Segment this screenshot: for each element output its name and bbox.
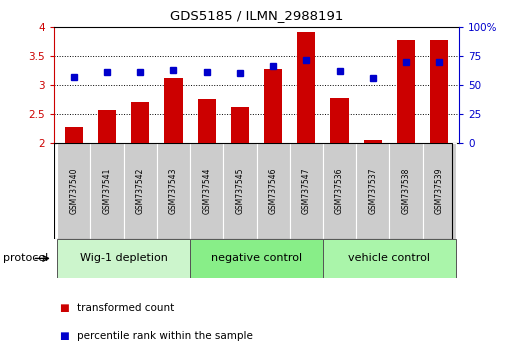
Bar	[290, 143, 323, 239]
Text: ■: ■	[59, 303, 69, 313]
Bar	[256, 143, 290, 239]
Bar	[356, 143, 389, 239]
Bar	[57, 143, 90, 239]
Bar	[198, 99, 216, 143]
Bar	[164, 78, 183, 143]
Bar	[323, 239, 456, 278]
Text: transformed count: transformed count	[77, 303, 174, 313]
Bar	[297, 33, 315, 143]
Text: GSM737537: GSM737537	[368, 168, 377, 215]
Bar	[65, 127, 83, 143]
Bar	[223, 143, 256, 239]
Text: GSM737545: GSM737545	[235, 168, 244, 215]
Bar	[264, 69, 282, 143]
Text: percentile rank within the sample: percentile rank within the sample	[77, 331, 253, 341]
Text: GSM737542: GSM737542	[136, 168, 145, 215]
Text: GSM737547: GSM737547	[302, 168, 311, 215]
Text: GSM737539: GSM737539	[435, 168, 444, 215]
Bar	[364, 141, 382, 143]
Text: GSM737536: GSM737536	[335, 168, 344, 215]
Text: GSM737540: GSM737540	[69, 168, 78, 215]
Bar	[231, 107, 249, 143]
Text: vehicle control: vehicle control	[348, 253, 430, 263]
Bar	[90, 143, 124, 239]
Bar	[330, 98, 349, 143]
Text: GSM737538: GSM737538	[402, 168, 410, 215]
Bar	[190, 239, 323, 278]
Text: GSM737544: GSM737544	[202, 168, 211, 215]
Text: negative control: negative control	[211, 253, 302, 263]
Text: protocol: protocol	[3, 253, 48, 263]
Bar	[157, 143, 190, 239]
Bar	[389, 143, 423, 239]
Text: GDS5185 / ILMN_2988191: GDS5185 / ILMN_2988191	[170, 9, 343, 22]
Bar	[98, 110, 116, 143]
Text: GSM737543: GSM737543	[169, 168, 178, 215]
Bar	[57, 239, 190, 278]
Bar	[323, 143, 356, 239]
Text: Wig-1 depletion: Wig-1 depletion	[80, 253, 168, 263]
Bar	[397, 40, 415, 143]
Bar	[423, 143, 456, 239]
Bar	[131, 102, 149, 143]
Text: ■: ■	[59, 331, 69, 341]
Bar	[124, 143, 157, 239]
Bar	[190, 143, 223, 239]
Text: GSM737541: GSM737541	[103, 168, 111, 215]
Bar	[430, 40, 448, 143]
Text: GSM737546: GSM737546	[269, 168, 278, 215]
